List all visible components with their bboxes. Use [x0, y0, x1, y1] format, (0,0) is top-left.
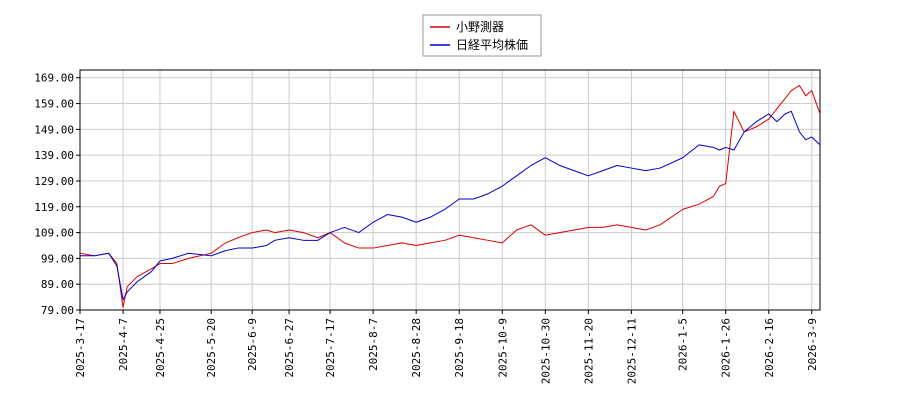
x-tick-label: 2025-8-7	[367, 318, 380, 371]
series-lines	[79, 84, 821, 308]
x-axis: 2025-3-17 2025-4-7 2025-4-25 2025-5-20 2025-…	[74, 310, 819, 384]
x-tick-label: 2025-9-18	[453, 318, 466, 378]
x-tick-label: 2026-1-26	[720, 318, 733, 378]
y-axis: 79.00 89.00 99.00 109.00 119.00 129.00 139.00 1…	[34, 72, 80, 317]
x-tick-label: 2025-8-28	[410, 318, 423, 378]
legend-label-1: 日経平均株価	[456, 37, 528, 52]
y-tick-label: 119.00	[34, 201, 74, 214]
x-tick-label: 2025-5-20	[205, 318, 218, 378]
legend-label-0: 小野測器	[456, 20, 504, 34]
y-tick-label: 129.00	[34, 175, 74, 188]
x-tick-label: 2025-4-7	[117, 318, 130, 371]
y-tick-label: 169.00	[34, 72, 74, 85]
grid-lines	[79, 70, 820, 311]
x-tick-label: 2025-10-30	[539, 318, 552, 384]
y-tick-label: 149.00	[34, 123, 74, 136]
plot-frame	[79, 69, 821, 311]
x-tick-label: 2025-12-11	[625, 318, 638, 384]
y-tick-label: 159.00	[34, 98, 74, 111]
y-tick-label: 109.00	[34, 227, 74, 240]
y-tick-label: 139.00	[34, 149, 74, 162]
x-tick-label: 2025-4-25	[154, 318, 167, 378]
x-tick-label: 2025-6-27	[283, 318, 296, 378]
legend: 小野測器 日経平均株価	[422, 14, 542, 57]
legend-box	[422, 14, 542, 57]
y-tick-label: 89.00	[41, 278, 74, 291]
series-line-0	[79, 84, 821, 308]
series-line-1	[80, 110, 821, 301]
y-tick-label: 79.00	[41, 304, 74, 317]
x-tick-label: 2025-6-9	[246, 318, 259, 371]
x-tick-label: 2025-10-9	[496, 318, 509, 378]
x-tick-label: 2026-2-16	[763, 318, 776, 378]
x-tick-label: 2026-1-5	[677, 318, 690, 371]
y-tick-label: 99.00	[41, 252, 74, 265]
x-tick-label: 2025-3-17	[74, 318, 87, 378]
x-tick-label: 2026-3-9	[806, 318, 819, 371]
x-tick-label: 2025-11-20	[582, 318, 595, 384]
x-tick-label: 2025-7-17	[324, 318, 337, 378]
